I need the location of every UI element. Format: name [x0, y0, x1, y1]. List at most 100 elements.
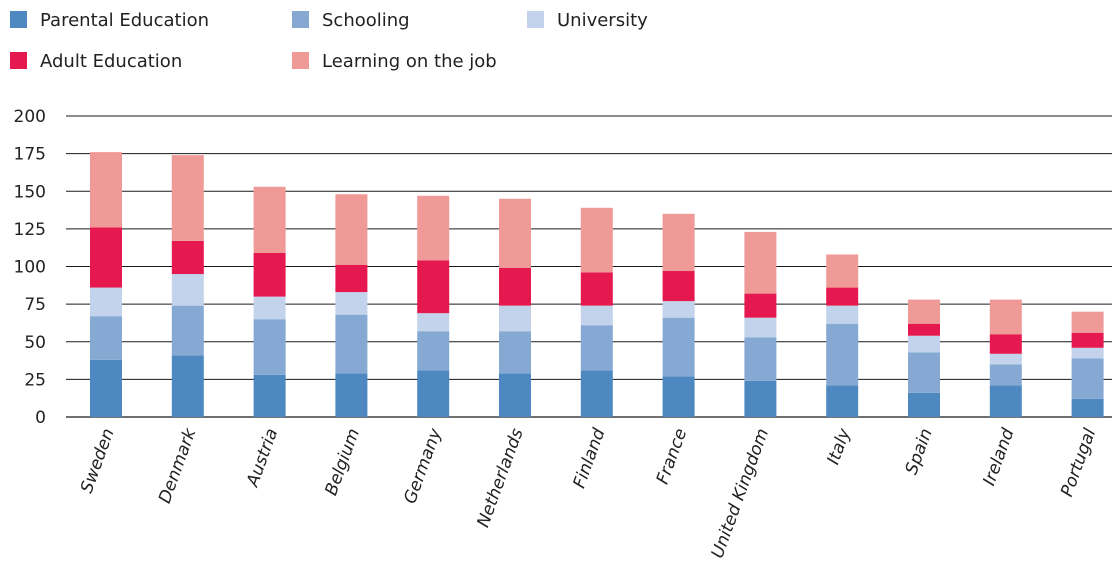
y-tick-label: 0: [35, 408, 46, 428]
bar-segment-austria-adult-education: [253, 252, 286, 297]
y-tick-label: 200: [14, 107, 46, 127]
legend: Parental Education Schooling University Adu…: [10, 10, 648, 72]
bar-segment-spain-parental-education: [908, 392, 940, 417]
y-tick-label: 50: [24, 333, 46, 353]
legend-swatch: [527, 11, 544, 28]
legend-label: Adult Education: [40, 51, 182, 72]
bar-segment-finland-parental-education: [580, 370, 613, 417]
legend-item-learning-on-the-job: Learning on the job: [292, 51, 497, 72]
legend-label: Schooling: [322, 10, 410, 31]
bar-segment-france-learning-on-the-job: [662, 213, 695, 272]
x-tick-label-belgium: Belgium: [321, 426, 364, 498]
bar-segment-austria-parental-education: [253, 374, 286, 417]
x-tick-label-france: France: [653, 426, 692, 487]
bar-segment-italy-adult-education: [826, 287, 859, 306]
bar-segment-sweden-schooling: [90, 316, 122, 360]
legend-swatch: [292, 11, 309, 28]
bar-segment-germany-schooling: [417, 331, 450, 371]
bar-segment-netherlands-parental-education: [499, 373, 531, 417]
bar-segment-ireland-university: [989, 353, 1022, 365]
bar-segment-netherlands-adult-education: [499, 268, 531, 306]
bar-segment-netherlands-schooling: [499, 331, 531, 374]
bar-segment-sweden-adult-education: [90, 227, 122, 288]
bar-segment-united-kingdom-parental-education: [744, 380, 777, 417]
bar-segment-austria-university: [253, 296, 286, 320]
bar-segment-austria-schooling: [253, 319, 286, 375]
bar-segment-italy-university: [826, 305, 859, 324]
bar-segment-spain-learning-on-the-job: [908, 299, 940, 324]
bar-segment-ireland-adult-education: [989, 334, 1022, 354]
bar-segment-finland-adult-education: [580, 272, 613, 306]
bar-segment-denmark-learning-on-the-job: [171, 155, 204, 241]
bar-segment-portugal-schooling: [1071, 358, 1104, 399]
x-tick-label-spain: Spain: [902, 426, 937, 477]
bar-segment-belgium-university: [335, 292, 368, 315]
bar-segment-spain-university: [908, 335, 940, 353]
x-tick-label-sweden: Sweden: [77, 426, 119, 496]
bar-segment-sweden-parental-education: [90, 359, 122, 417]
bar-segment-denmark-university: [171, 274, 204, 306]
x-tick-label-netherlands: Netherlands: [473, 426, 527, 530]
legend-item-parental-education: Parental Education: [10, 10, 209, 31]
y-tick-label: 25: [24, 370, 46, 390]
bar-segment-portugal-university: [1071, 347, 1104, 359]
x-tick-label-denmark: Denmark: [155, 425, 201, 506]
bar-segment-netherlands-learning-on-the-job: [499, 198, 531, 269]
x-tick-label-italy: Italy: [823, 425, 855, 467]
legend-swatch: [10, 11, 27, 28]
bar-segment-united-kingdom-schooling: [744, 337, 777, 381]
legend-item-adult-education: Adult Education: [10, 51, 182, 72]
bar-segment-denmark-parental-education: [171, 355, 204, 417]
y-tick-label: 100: [14, 258, 46, 278]
legend-label: Parental Education: [40, 10, 209, 31]
x-tick-label-germany: Germany: [400, 425, 446, 506]
bar-segment-ireland-schooling: [989, 364, 1022, 386]
x-tick-label-austria: Austria: [243, 426, 283, 490]
bar-segment-spain-adult-education: [908, 323, 940, 336]
bar-segment-united-kingdom-adult-education: [744, 293, 777, 318]
y-axis-tick-labels: 0 25 50 75 100 125 150 175 200: [14, 107, 46, 428]
y-tick-label: 125: [14, 220, 46, 240]
legend-label: University: [557, 10, 648, 31]
bar-segment-portugal-learning-on-the-job: [1071, 311, 1104, 333]
bar-segment-spain-schooling: [908, 352, 940, 393]
bar-segment-ireland-learning-on-the-job: [989, 299, 1022, 335]
bar-segment-netherlands-university: [499, 305, 531, 332]
x-tick-label-ireland: Ireland: [979, 426, 1018, 489]
y-tick-label: 150: [14, 182, 46, 202]
bar-segment-belgium-learning-on-the-job: [335, 194, 368, 265]
bar-segment-finland-schooling: [580, 325, 613, 371]
bar-segment-sweden-learning-on-the-job: [90, 152, 122, 228]
bar-segment-united-kingdom-university: [744, 317, 777, 338]
bar-segment-united-kingdom-learning-on-the-job: [744, 231, 777, 294]
bar-segment-denmark-schooling: [171, 305, 204, 356]
bar-segment-austria-learning-on-the-job: [253, 186, 286, 253]
bar-segment-italy-parental-education: [826, 385, 859, 417]
legend-item-university: University: [527, 10, 648, 31]
bar-segment-germany-adult-education: [417, 260, 450, 314]
bar-segment-belgium-adult-education: [335, 264, 368, 293]
bar-segment-italy-schooling: [826, 323, 859, 386]
x-axis-tick-labels: Sweden Denmark Austria Belgium Germany Nether…: [77, 425, 1100, 561]
bar-segment-germany-university: [417, 313, 450, 332]
legend-label: Learning on the job: [322, 51, 497, 72]
y-tick-label: 175: [14, 145, 46, 165]
legend-swatch: [10, 52, 27, 69]
x-tick-label-portugal: Portugal: [1057, 426, 1100, 500]
bar-segment-finland-learning-on-the-job: [580, 207, 613, 273]
bars: [90, 152, 1104, 417]
bar-segment-france-adult-education: [662, 271, 695, 302]
y-tick-label: 75: [24, 295, 46, 315]
x-tick-label-united-kingdom: United Kingdom: [708, 426, 773, 561]
bar-segment-italy-learning-on-the-job: [826, 254, 859, 288]
legend-swatch: [292, 52, 309, 69]
bar-segment-portugal-adult-education: [1071, 332, 1104, 348]
bar-segment-ireland-parental-education: [989, 385, 1022, 417]
bar-segment-germany-learning-on-the-job: [417, 195, 450, 261]
bar-segment-france-university: [662, 301, 695, 318]
bar-segment-portugal-parental-education: [1071, 398, 1104, 417]
legend-item-schooling: Schooling: [292, 10, 410, 31]
bar-segment-france-parental-education: [662, 376, 695, 417]
bar-segment-france-schooling: [662, 317, 695, 377]
